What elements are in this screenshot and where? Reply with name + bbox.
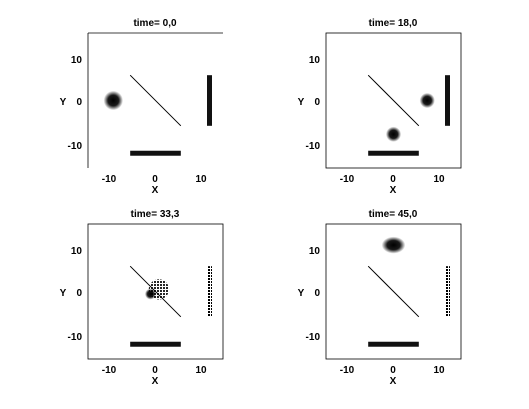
- diagonal-line: [367, 265, 420, 318]
- y-tick-label: 0: [314, 288, 320, 299]
- y-axis-label: Y: [60, 288, 67, 299]
- panel-title: time= 33,3: [131, 209, 180, 220]
- bottom-bar: [130, 150, 181, 156]
- y-tick-label: 0: [314, 97, 320, 108]
- plot-area: [87, 223, 224, 360]
- bottom-bar: [130, 341, 181, 347]
- right-bar: [445, 75, 450, 126]
- blob: [385, 126, 402, 142]
- blob: [144, 288, 156, 300]
- x-tick-label: 10: [433, 174, 445, 185]
- x-axis-label: X: [152, 185, 159, 196]
- diagonal-line: [129, 74, 182, 127]
- x-tick-label: 0: [152, 174, 158, 185]
- x-tick-label: 0: [390, 174, 396, 185]
- y-axis-label: Y: [298, 97, 305, 108]
- blob: [381, 236, 406, 254]
- blob: [419, 92, 435, 109]
- y-tick-label: 10: [309, 246, 321, 257]
- y-tick-label: -10: [68, 332, 83, 343]
- y-axis-label: Y: [298, 288, 305, 299]
- y-tick-label: 10: [309, 55, 321, 66]
- panel-4: time= 45,0 -10 0 10 10 0 -10 X Y: [298, 209, 462, 387]
- blob: [103, 90, 124, 111]
- plot-frame: [325, 32, 462, 169]
- y-tick-label: -10: [306, 141, 321, 152]
- x-tick-label: 0: [390, 365, 396, 376]
- y-tick-label: 10: [71, 55, 83, 66]
- x-tick-label: -10: [102, 174, 117, 185]
- right-bar: [207, 266, 212, 317]
- y-tick-label: -10: [306, 332, 321, 343]
- x-tick-label: -10: [102, 365, 117, 376]
- panel-3: time= 33,3 -10 0 10 10 0 -10 X Y: [60, 209, 224, 387]
- bottom-bar: [368, 341, 419, 347]
- x-axis-label: X: [390, 185, 397, 196]
- plot-frame: [87, 223, 224, 360]
- x-tick-label: -10: [340, 174, 355, 185]
- x-tick-label: 10: [195, 174, 207, 185]
- y-tick-label: 10: [71, 246, 83, 257]
- panel-title: time= 45,0: [369, 209, 418, 220]
- panel-title: time= 0,0: [133, 18, 177, 29]
- plot-area: [325, 223, 462, 360]
- x-tick-label: 0: [152, 365, 158, 376]
- x-tick-label: -10: [340, 365, 355, 376]
- diagonal-line: [367, 74, 420, 127]
- panel-2: time= 18,0 -10 0 10 10 0 -10 X Y: [298, 18, 462, 196]
- panel-title: time= 18,0: [369, 18, 418, 29]
- plot-frame: [325, 223, 462, 360]
- plot-area: [87, 32, 223, 168]
- y-tick-label: -10: [68, 141, 83, 152]
- panel-1: time= 0,0 -10 0 10 10 0 -10 X Y: [60, 18, 223, 196]
- x-axis-label: X: [390, 376, 397, 387]
- plot-area: [325, 32, 462, 169]
- right-bar: [207, 75, 212, 126]
- bottom-bar: [368, 150, 419, 156]
- right-bar: [445, 266, 450, 317]
- y-axis-label: Y: [60, 97, 67, 108]
- x-axis-label: X: [152, 376, 159, 387]
- y-tick-label: 0: [76, 97, 82, 108]
- x-tick-label: 10: [433, 365, 445, 376]
- y-tick-label: 0: [76, 288, 82, 299]
- x-tick-label: 10: [195, 365, 207, 376]
